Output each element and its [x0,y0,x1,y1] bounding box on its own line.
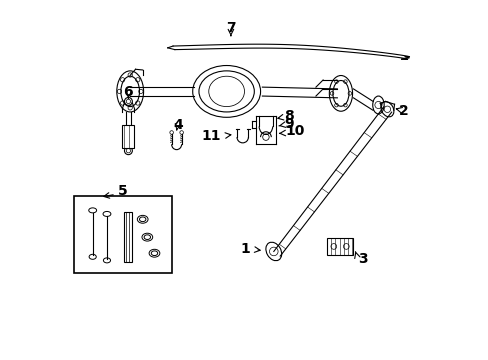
Text: 2: 2 [398,104,407,118]
Text: 10: 10 [285,125,304,138]
Bar [326,238,353,255]
Text: 11: 11 [202,129,221,143]
Bar [122,125,134,148]
Text: 4: 4 [173,118,183,132]
Text: 8: 8 [284,109,294,123]
Text: 5: 5 [118,184,128,198]
Text: 7: 7 [225,21,235,35]
Bar [74,196,172,273]
Text: 1: 1 [240,242,249,256]
Text: 9: 9 [284,117,294,131]
Text: 6: 6 [123,85,133,99]
Text: 3: 3 [357,252,367,266]
Bar [124,212,132,262]
